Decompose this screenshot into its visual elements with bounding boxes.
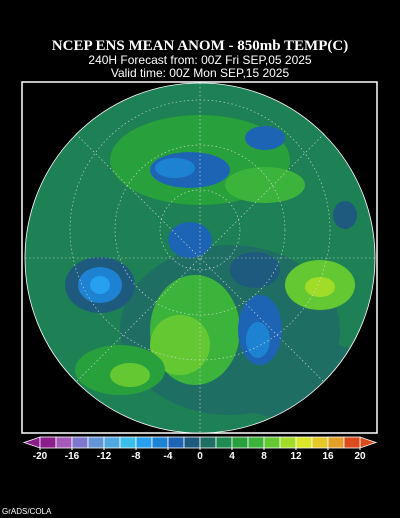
colorbar-box [55, 436, 73, 449]
colorbar-box [151, 436, 169, 449]
colorbar-tick-label: -4 [164, 451, 173, 462]
graticule [25, 83, 375, 433]
colorbar-box [343, 436, 361, 449]
colorbar-tick-label: -16 [65, 451, 80, 462]
colorbar-box [295, 436, 313, 449]
credit: GrADS/COLA [2, 507, 52, 516]
forecast-time: 240H Forecast from: 00Z Fri SEP,05 2025 [88, 53, 312, 67]
colorbar-box [39, 436, 57, 449]
colorbar-box [247, 436, 265, 449]
colorbar-tick-label: 8 [261, 451, 267, 462]
colorbar-box [183, 436, 201, 449]
colorbar-box [215, 436, 233, 449]
map-edge [24, 82, 376, 434]
colorbar-box [279, 436, 297, 449]
colorbar-tick-label: 0 [197, 451, 203, 462]
colorbar-box [231, 436, 249, 449]
colorbar-box [199, 436, 217, 449]
colorbar-box [87, 436, 105, 449]
colorbar-tick-label: 4 [229, 451, 235, 462]
colorbar-box [167, 436, 185, 449]
colorbar: -20 -16 -12 -8 -4 0 4 8 12 16 20 [22, 436, 378, 462]
colorbar-box [263, 436, 281, 449]
colorbar-tick-label: -12 [97, 451, 112, 462]
colorbar-box [71, 436, 89, 449]
colorbar-box [135, 436, 153, 449]
valid-time: Valid time: 00Z Mon SEP,15 2025 [111, 66, 290, 80]
colorbar-tick-label: 12 [290, 451, 302, 462]
map [21, 81, 378, 434]
colorbar-tick-label: 16 [322, 451, 334, 462]
colorbar-box [119, 436, 137, 449]
colorbar-box [311, 436, 329, 449]
colorbar-tick-label: 20 [354, 451, 366, 462]
colorbar-box [327, 436, 345, 449]
title: NCEP ENS MEAN ANOM - 850mb TEMP(C) [52, 38, 348, 54]
colorbar-tick-label: -20 [33, 451, 48, 462]
colorbar-tick-label: -8 [132, 451, 141, 462]
colorbar-box [103, 436, 121, 449]
